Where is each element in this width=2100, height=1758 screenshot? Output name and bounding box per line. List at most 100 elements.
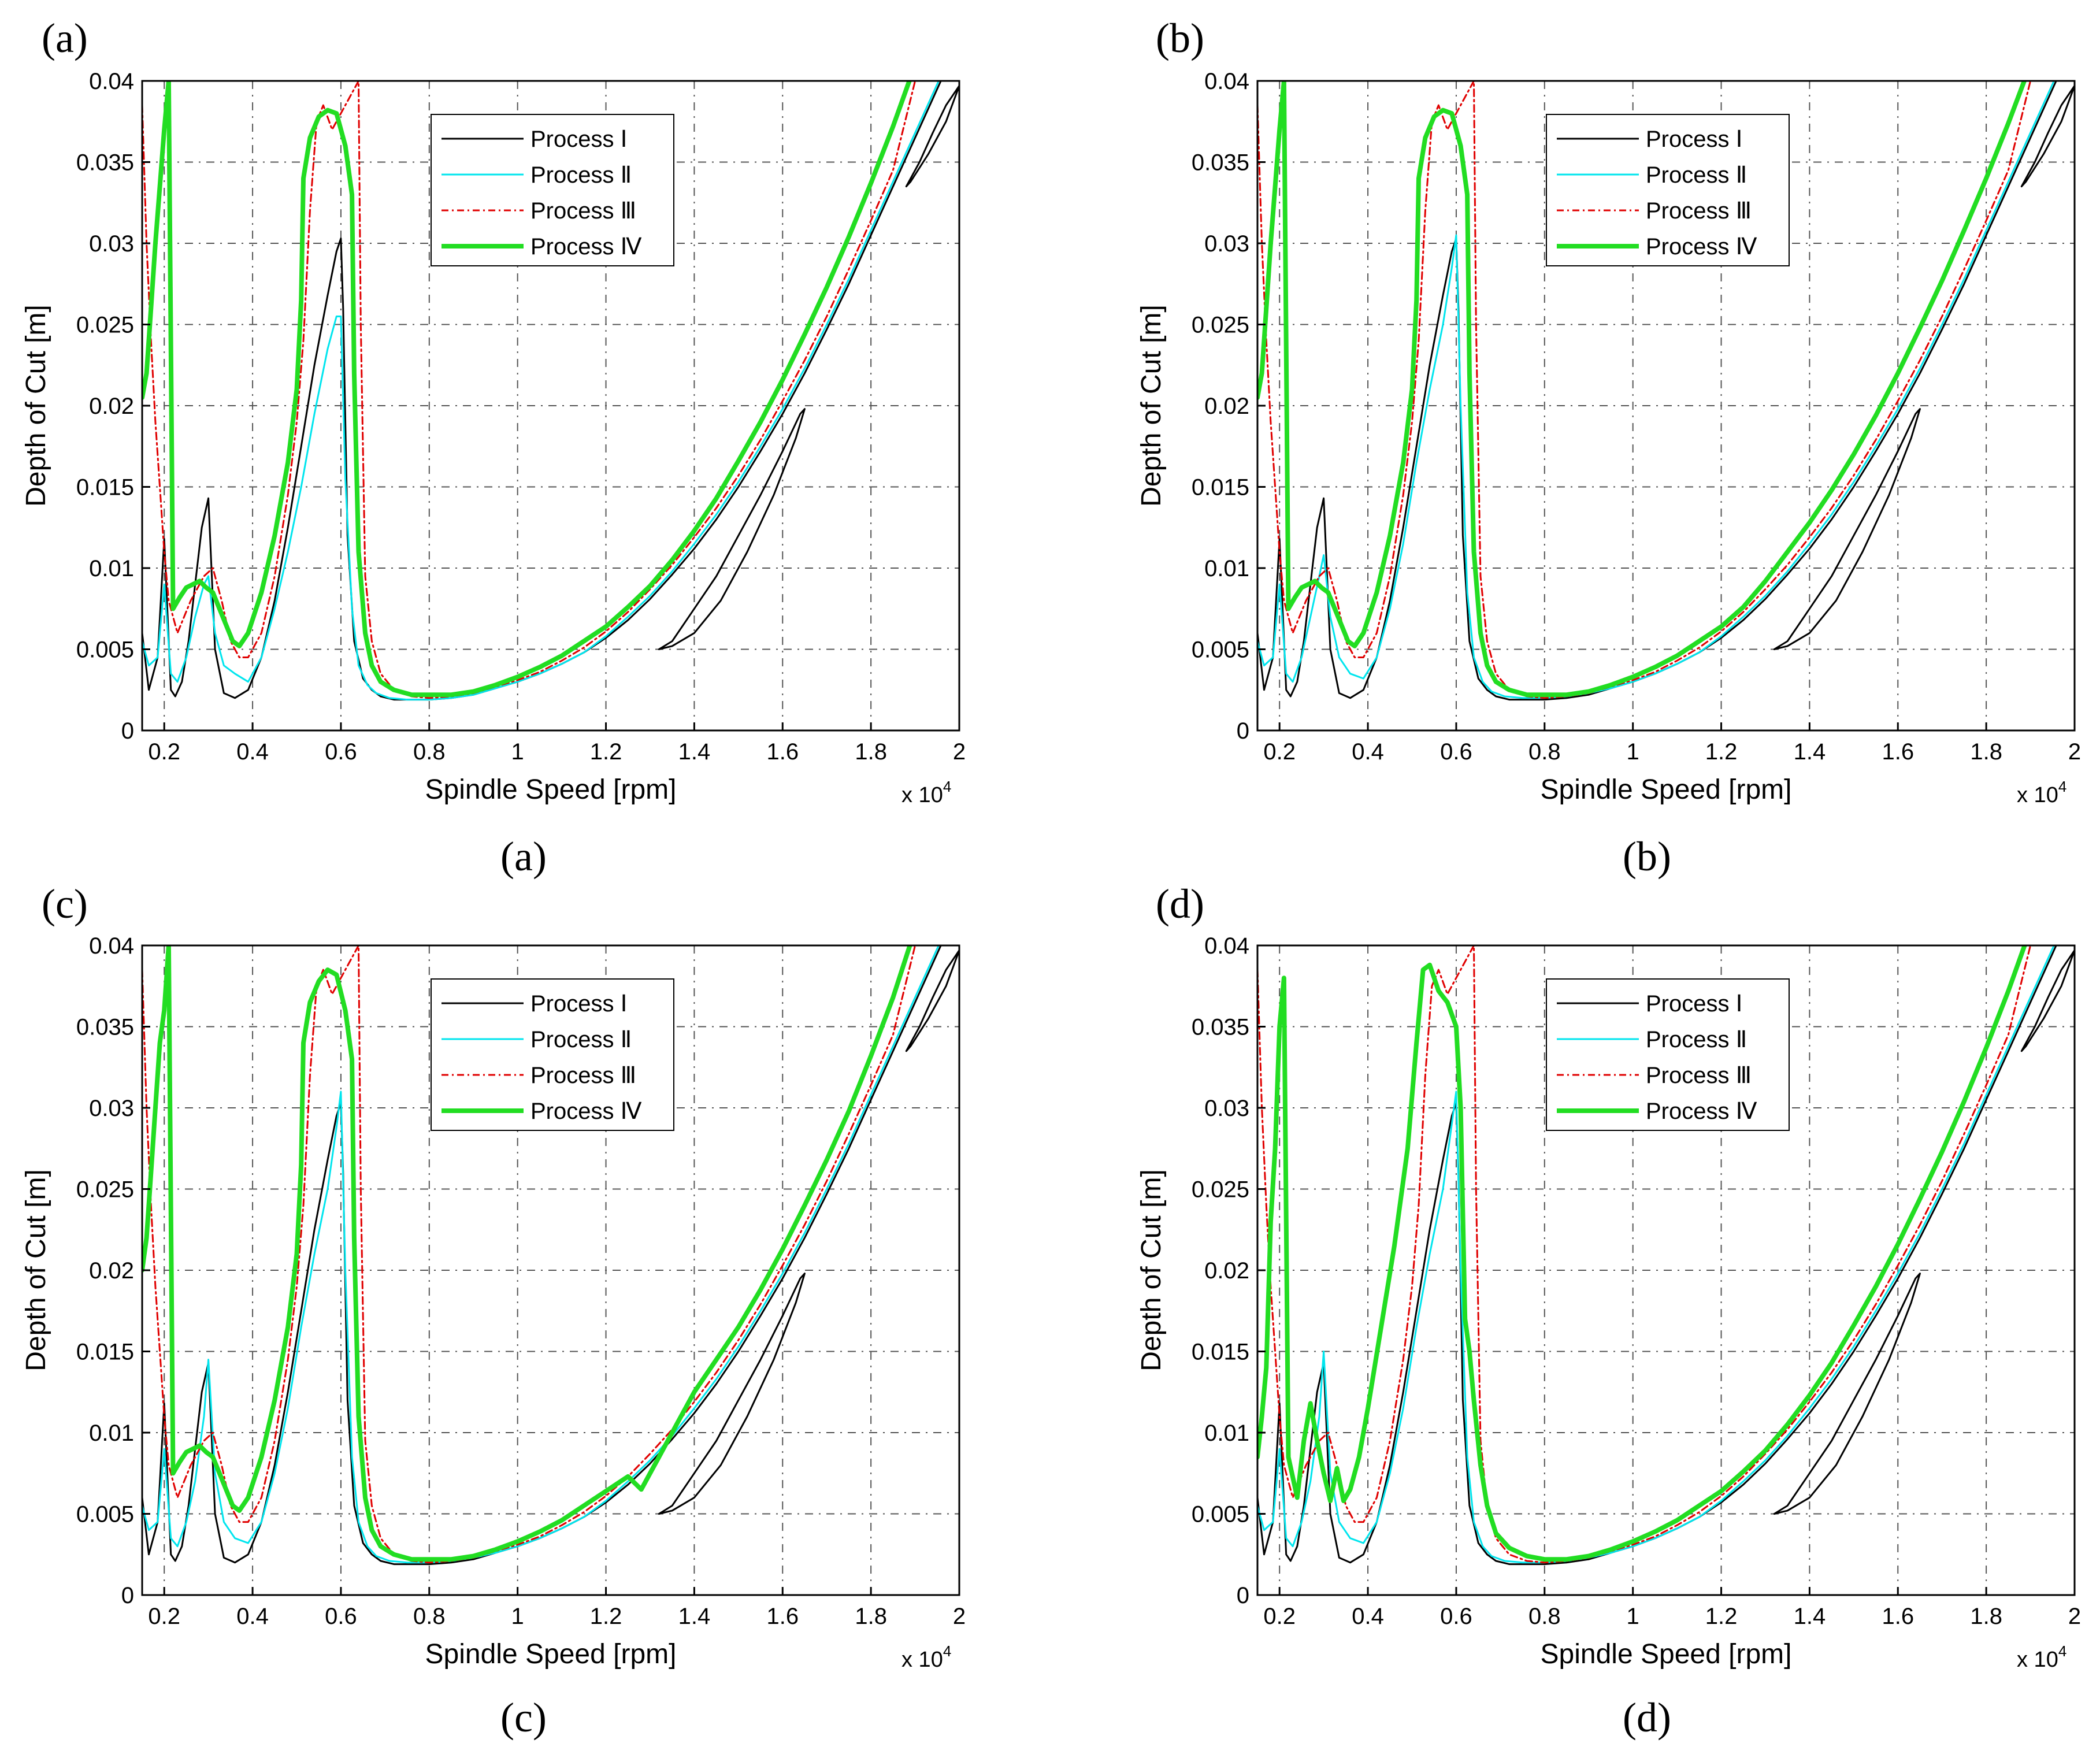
series-line-5 — [1773, 408, 1921, 650]
panel-4: (d) 0.2 0.4 0.6 0.8 1 1.2 1.4 1.6 1.8 2 0 0.005 0.01 0… — [1136, 881, 2081, 1741]
panel-3: (c) 0.2 0.4 0.6 0.8 1 1.2 1.4 1.6 1.8 2 0 0.005 0.01 0… — [21, 881, 966, 1741]
x-tick-label: 0.8 — [1528, 739, 1561, 765]
series-line-3 — [1257, 945, 2032, 1564]
x-tick-label: 0.4 — [236, 739, 269, 765]
x-tick-label: 1.4 — [678, 1604, 711, 1629]
series-line-2 — [142, 945, 940, 1564]
y-tick-label: 0.015 — [76, 475, 134, 500]
legend-label: Process Ⅲ — [1646, 1063, 1752, 1088]
legend-label: Process Ⅱ — [1646, 162, 1747, 188]
legend: Process Ⅰ Process Ⅱ Process Ⅲ Process Ⅳ — [1546, 114, 1790, 266]
legend: Process Ⅰ Process Ⅱ Process Ⅲ Process Ⅳ — [431, 114, 674, 266]
x-tick-label: 0.2 — [1263, 739, 1296, 765]
y-tick-label: 0 — [121, 1583, 134, 1608]
x-tick-label: 0.8 — [413, 739, 446, 765]
x-tick-label: 1.4 — [1794, 739, 1826, 765]
y-axis-label: Depth of Cut [m] — [21, 1169, 51, 1371]
y-tick-label: 0.005 — [76, 1502, 134, 1527]
x-multiplier-exp: 4 — [2058, 1642, 2066, 1660]
x-tick-label: 1.6 — [766, 739, 799, 765]
legend: Process Ⅰ Process Ⅱ Process Ⅲ Process Ⅳ — [431, 978, 674, 1131]
x-tick-label: 0.2 — [1263, 1604, 1296, 1629]
panel-2: (b) 0.2 0.4 0.6 0.8 1 1.2 1.4 1.6 1.8 2 0 0.005 0.01 0… — [1136, 15, 2081, 880]
series-line-2 — [1257, 945, 2055, 1564]
x-tick-label: 1.6 — [1882, 1604, 1914, 1629]
x-tick-label: 0.4 — [236, 1604, 269, 1629]
y-tick-label: 0.03 — [89, 1096, 134, 1121]
x-multiplier-base: x 10 — [901, 1648, 943, 1672]
x-tick-label: 1 — [511, 1604, 524, 1629]
legend-label: Process Ⅰ — [530, 127, 627, 152]
x-tick-label: 0.6 — [1440, 739, 1472, 765]
y-tick-label: 0.04 — [1204, 933, 1249, 959]
legend-box — [431, 114, 674, 266]
series-line-5 — [658, 408, 806, 650]
series-line-1 — [142, 945, 942, 1566]
legend-label: Process Ⅱ — [530, 1027, 632, 1052]
legend-label: Process Ⅰ — [530, 991, 627, 1017]
x-tick-label: 1.4 — [678, 739, 711, 765]
x-tick-label: 2 — [953, 1604, 966, 1629]
x-multiplier-exp: 4 — [2058, 778, 2066, 795]
y-tick-label: 0.025 — [76, 1177, 134, 1203]
legend-label: Process Ⅲ — [1646, 198, 1752, 224]
y-tick-label: 0.025 — [1192, 1177, 1249, 1203]
y-tick-label: 0.02 — [89, 394, 134, 419]
y-axis-label: Depth of Cut [m] — [1136, 1169, 1167, 1371]
x-tick-label: 0.2 — [148, 739, 180, 765]
x-axis-label: Spindle Speed [rpm] — [1541, 774, 1792, 805]
panel-tag: (b) — [1156, 15, 1204, 61]
x-tick-label: 1.2 — [590, 1604, 622, 1629]
series-line-3 — [142, 81, 917, 699]
series-group — [1257, 81, 2075, 701]
legend-box — [1546, 114, 1790, 266]
legend-label: Process Ⅱ — [530, 162, 632, 188]
x-tick-label: 1 — [1627, 1604, 1639, 1629]
y-tick-label: 0.035 — [76, 1015, 134, 1040]
series-line-6 — [905, 84, 959, 188]
y-tick-label: 0.01 — [1204, 556, 1249, 581]
x-multiplier: x 104 — [2017, 778, 2066, 807]
x-tick-label: 1.6 — [1882, 739, 1914, 765]
y-tick-label: 0.015 — [1192, 1340, 1249, 1365]
x-tick-label: 1.4 — [1794, 1604, 1826, 1629]
y-tick-label: 0.01 — [89, 1421, 134, 1446]
x-tick-label: 0.6 — [325, 739, 357, 765]
y-tick-label: 0.01 — [89, 556, 134, 581]
y-tick-label: 0.035 — [1192, 150, 1249, 176]
y-tick-label: 0.04 — [89, 933, 134, 959]
legend: Process Ⅰ Process Ⅱ Process Ⅲ Process Ⅳ — [1546, 978, 1790, 1131]
panel-caption: (b) — [1623, 833, 1671, 880]
x-tick-label: 1.2 — [1705, 739, 1738, 765]
x-tick-label: 0.8 — [413, 1604, 446, 1629]
panel-tag: (d) — [1156, 881, 1204, 927]
panel-tag: (c) — [42, 881, 88, 927]
x-axis-label: Spindle Speed [rpm] — [425, 1639, 677, 1670]
x-multiplier-base: x 10 — [901, 783, 943, 807]
y-tick-label: 0.02 — [1204, 1258, 1249, 1284]
x-multiplier: x 104 — [901, 778, 951, 807]
x-tick-label: 1.8 — [1970, 739, 2002, 765]
x-multiplier-base: x 10 — [2017, 783, 2058, 807]
y-tick-label: 0 — [121, 718, 134, 744]
series-line-4 — [142, 945, 912, 1562]
x-tick-label: 0.2 — [148, 1604, 180, 1629]
x-axis-label: Spindle Speed [rpm] — [425, 774, 677, 805]
y-axis-label: Depth of Cut [m] — [21, 305, 51, 506]
series-group — [142, 81, 959, 701]
y-tick-label: 0.005 — [76, 637, 134, 663]
x-tick-label: 1.2 — [590, 739, 622, 765]
series-line-4 — [1257, 945, 2027, 1562]
x-tick-label: 2 — [2068, 739, 2081, 765]
y-tick-label: 0.01 — [1204, 1421, 1249, 1446]
y-tick-label: 0.02 — [1204, 394, 1249, 419]
legend-label: Process Ⅰ — [1646, 127, 1742, 152]
series-line-5 — [1773, 1273, 1921, 1515]
series-line-6 — [2020, 949, 2075, 1052]
series-line-6 — [905, 949, 959, 1052]
x-tick-label: 1.8 — [855, 1604, 887, 1629]
series-line-1 — [1257, 945, 2057, 1566]
x-axis-label: Spindle Speed [rpm] — [1541, 1639, 1792, 1670]
y-tick-label: 0.04 — [89, 69, 134, 94]
